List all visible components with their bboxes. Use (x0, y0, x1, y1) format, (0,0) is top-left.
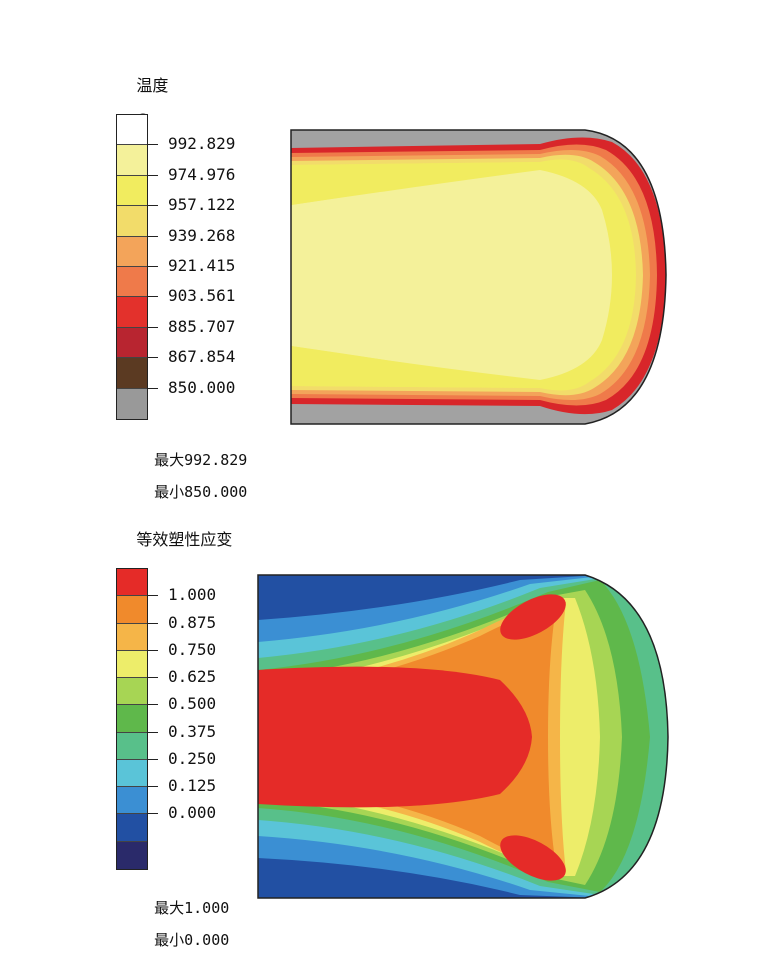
temperature-legend-swatch (117, 358, 147, 389)
temperature-extrema: 最大992.829 最小850.000 (118, 436, 247, 516)
strain-legend-value: 0.625 (168, 667, 217, 687)
temperature-legend-swatch (117, 145, 147, 176)
strain-legend-value: 1.000 (168, 585, 217, 605)
strain-legend-value: 0.125 (168, 776, 217, 796)
temp-band-pale (291, 170, 612, 380)
temperature-legend-tick (148, 205, 158, 207)
temperature-legend-swatch (117, 388, 147, 419)
temperature-color-scale (116, 114, 148, 420)
strain-legend-tick (148, 622, 158, 624)
strain-legend-tick (148, 677, 158, 679)
temperature-min-label: 最小850.000 (154, 483, 248, 501)
strain-legend-tick (148, 731, 158, 733)
strain-scale-labels: 1.000 0.875 0.750 0.625 0.500 0.375 0.250 0.125… (148, 568, 268, 870)
strain-legend-tick (148, 595, 158, 597)
temperature-legend-tick (148, 326, 158, 328)
strain-legend-tick (148, 786, 158, 788)
temperature-legend-swatch (117, 327, 147, 359)
temperature-legend-swatch (117, 206, 147, 237)
temperature-legend-value: 850.000 (168, 377, 236, 397)
strain-legend-value: 0.375 (168, 721, 217, 741)
temperature-legend-swatch (117, 297, 147, 328)
temp-edge-top (291, 162, 540, 205)
temperature-title-text: 温度 (136, 76, 169, 95)
strain-legend-swatch (117, 596, 147, 624)
strain-legend-swatch (117, 841, 147, 869)
strain-legend-swatch (117, 650, 147, 679)
temperature-legend-value: 992.829 (168, 134, 236, 154)
strain-legend-value: 0.500 (168, 694, 217, 714)
temperature-legend-tick (148, 387, 158, 389)
strain-title-text: 等效塑性应变 (136, 530, 233, 549)
temperature-panel: 温度 C 992.829974.976957.122939.268921.415… (0, 0, 757, 500)
temperature-legend-swatch (117, 175, 147, 207)
temperature-legend-value: 939.268 (168, 225, 236, 245)
strain-legend-value: 0.000 (168, 803, 217, 823)
temperature-legend-swatch (117, 236, 147, 267)
temperature-legend-tick (148, 266, 158, 267)
strain-legend-swatch (117, 569, 147, 597)
strain-legend-swatch (117, 814, 147, 842)
strain-title: 等效塑性应变 (116, 514, 232, 565)
strain-legend-swatch (117, 623, 147, 651)
temperature-max-label: 最大992.829 (154, 451, 248, 469)
temperature-scale-labels: 992.829 974.976 957.122 939.268 921.415 903.5… (148, 114, 268, 420)
strain-lobe-bottom (500, 835, 566, 881)
strain-legend-swatch (117, 759, 147, 788)
strain-lobe-top (500, 594, 566, 640)
strain-core-red (258, 666, 532, 808)
temperature-contour-plot (290, 129, 667, 425)
temperature-legend-value: 867.854 (168, 347, 236, 367)
strain-legend-swatch (117, 705, 147, 733)
temperature-legend-value: 921.415 (168, 256, 236, 275)
strain-legend-tick (148, 813, 158, 815)
temp-outline (290, 129, 667, 425)
strain-legend-swatch (117, 678, 147, 706)
temperature-legend-tick (148, 357, 158, 359)
temperature-legend-value: 974.976 (168, 164, 236, 184)
temperature-legend-swatch (117, 115, 147, 146)
temp-edge-bottom (291, 346, 540, 388)
temperature-legend-tick (148, 144, 158, 146)
temperature-legend-value: 903.561 (168, 286, 236, 306)
temperature-legend-tick (148, 296, 158, 298)
strain-contour-plot (257, 574, 669, 899)
strain-outline (257, 574, 669, 899)
strain-legend-swatch (117, 732, 147, 760)
strain-legend-tick (148, 649, 158, 651)
temperature-legend-tick (148, 174, 158, 176)
strain-legend-value: 0.750 (168, 639, 217, 659)
strain-legend-tick (148, 758, 158, 760)
strain-legend-value: 0.250 (168, 748, 217, 768)
temperature-legend-value: 885.707 (168, 316, 236, 336)
strain-color-scale (116, 568, 148, 870)
temperature-legend-tick (148, 235, 158, 237)
temperature-legend-value: 957.122 (168, 195, 236, 215)
strain-panel: 等效塑性应变 1.000 0.875 0.750 0.625 0.500 0.375 0.2… (0, 480, 757, 948)
temperature-legend-swatch (117, 266, 147, 298)
strain-max-label: 最大1.000 (154, 899, 230, 917)
strain-legend-value: 0.875 (168, 612, 217, 632)
strain-legend-tick (148, 704, 158, 706)
strain-legend-swatch (117, 787, 147, 815)
